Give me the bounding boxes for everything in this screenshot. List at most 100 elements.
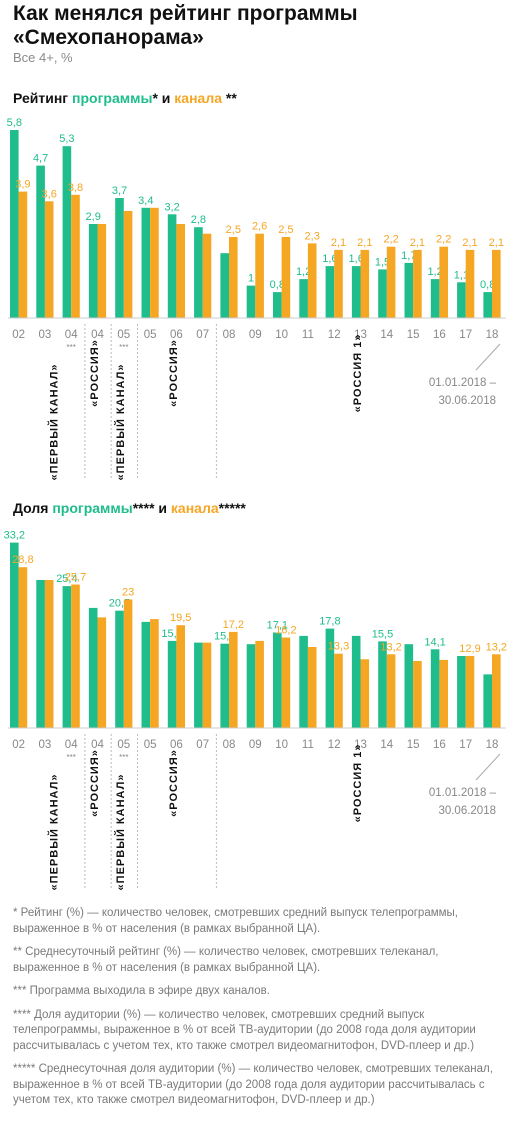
program-value-label: 4,7: [33, 153, 48, 165]
period-note: 01.01.2018 –: [429, 787, 497, 799]
channel-value-label: 3,8: [68, 182, 83, 194]
channel-bar: [150, 619, 159, 728]
page-title: Как менялся рейтинг программы «Смехопано…: [13, 2, 358, 49]
channel-bar: [123, 211, 133, 318]
program-bar: [167, 640, 177, 728]
share-chart: 33,228,802 0325,425,704***0420,52305***05…: [4, 530, 507, 891]
x-tick-label: 15: [407, 739, 420, 751]
program-value-label: 5,3: [59, 133, 74, 145]
channel-bar: [439, 659, 448, 728]
channel-bar: [360, 249, 370, 318]
x-tick-label: 03: [39, 329, 52, 341]
channel-bar: [229, 237, 238, 318]
share-chart-title: Доля программы**** и канала*****: [13, 500, 246, 516]
program-value-label: 5,8: [7, 117, 22, 129]
page-subtitle: Все 4+, %: [13, 50, 73, 65]
channel-value-label: 12,9: [459, 643, 480, 655]
x-tick-mark: ***: [67, 343, 76, 352]
program-bar: [404, 644, 414, 728]
program-bar: [220, 643, 229, 728]
channel-value-label: 2,6: [252, 221, 267, 233]
channel-bar: [71, 584, 80, 728]
x-tick-label: 04: [65, 739, 78, 751]
channel-bar: [386, 246, 396, 318]
program-bar: [351, 635, 361, 728]
x-tick-label: 06: [170, 739, 183, 751]
x-tick-label: 18: [486, 329, 499, 341]
channel-bar: [202, 642, 212, 728]
channel-name-label: «РОССИЯ 1»: [352, 744, 364, 823]
program-value-label: 33,2: [4, 530, 25, 542]
x-tick-label: 11: [302, 329, 314, 341]
program-bar: [194, 642, 203, 728]
channel-name-label: «ПЕРВЫЙ КАНАЛ»: [48, 774, 61, 891]
channel-name-label: «РОССИЯ»: [89, 339, 101, 407]
channel-value-label: 2,1: [357, 237, 372, 249]
x-tick-label: 12: [328, 739, 341, 751]
program-bar: [299, 635, 308, 728]
x-tick-label: 16: [433, 329, 446, 341]
channel-bar: [202, 233, 212, 318]
program-bar: [246, 644, 256, 728]
footnotes: * Рейтинг (%) — количество человек, смот…: [13, 906, 501, 1117]
channel-bar: [123, 599, 133, 728]
x-tick-mark: ***: [67, 753, 76, 762]
x-tick-label: 04: [91, 329, 104, 341]
channel-bar: [44, 201, 54, 318]
channel-value-label: 2,1: [462, 237, 477, 249]
channel-value-label: 2,5: [278, 224, 293, 236]
x-tick-label: 04: [65, 329, 78, 341]
channel-bar: [255, 233, 264, 318]
channel-value-label: 2,1: [331, 237, 346, 249]
x-tick-label: 09: [249, 739, 262, 751]
channel-name-label: «ПЕРВЫЙ КАНАЛ»: [114, 774, 127, 891]
channel-bar: [307, 647, 317, 728]
program-value-label: 15,5: [372, 628, 393, 640]
program-value-label: 1,6: [349, 253, 364, 265]
program-bar: [167, 214, 177, 318]
channel-value-label: 2,2: [436, 234, 451, 246]
channel-value-label: 25,7: [65, 572, 86, 584]
channel-bar: [97, 224, 107, 318]
x-tick-label: 03: [39, 739, 52, 751]
program-bar: [273, 292, 282, 318]
x-tick-label: 05: [144, 329, 157, 341]
program-bar: [325, 628, 335, 728]
period-note: 01.01.2018 –: [429, 377, 497, 389]
program-bar: [483, 292, 492, 318]
program-value-label: 25,4: [56, 573, 77, 585]
x-tick-label: 02: [12, 739, 25, 751]
program-bar: [115, 198, 124, 318]
x-tick-label: 18: [486, 739, 499, 751]
period-note: 30.06.2018: [438, 395, 496, 407]
x-tick-label: 14: [380, 329, 393, 341]
channel-bar: [465, 249, 475, 318]
channel-bar: [229, 631, 238, 728]
program-bar: [10, 542, 19, 728]
x-tick-mark: ***: [119, 753, 128, 762]
footnote: * Рейтинг (%) — количество человек, смот…: [13, 907, 459, 935]
period-pointer: [475, 753, 501, 781]
channel-bar: [386, 654, 396, 728]
channel-name-label: «РОССИЯ»: [89, 749, 101, 817]
x-tick-label: 13: [354, 739, 367, 751]
channel-bar: [281, 237, 291, 318]
program-bar: [430, 649, 440, 728]
x-tick-label: 08: [223, 739, 236, 751]
channel-bar: [255, 640, 264, 728]
x-tick-label: 15: [407, 329, 420, 341]
program-bar: [36, 580, 45, 728]
program-value-label: 17,1: [267, 620, 288, 632]
program-bar: [88, 607, 98, 728]
x-tick-label: 12: [328, 329, 341, 341]
x-tick-label: 05: [144, 739, 157, 751]
channel-bar: [150, 207, 159, 318]
channel-bar: [307, 243, 317, 318]
x-tick-mark: ***: [119, 343, 128, 352]
program-bar: [62, 586, 72, 728]
program-bar: [220, 253, 229, 318]
channel-value-label: 16,2: [275, 625, 296, 637]
x-tick-label: 17: [459, 329, 472, 341]
x-tick-label: 05: [117, 739, 130, 751]
footnote: ***** Среднесуточная доля аудитории (%) …: [13, 1063, 493, 1106]
